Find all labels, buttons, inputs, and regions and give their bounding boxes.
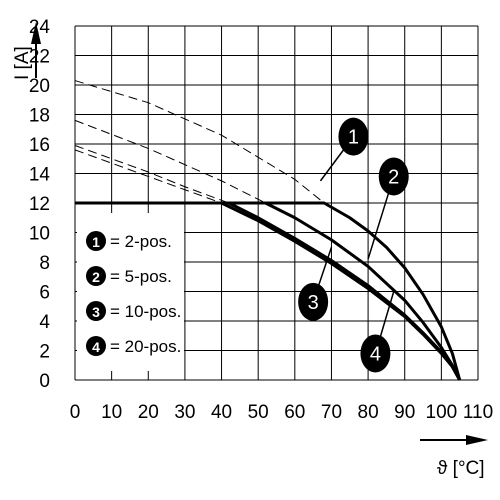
legend-label: = 2-pos.	[110, 232, 172, 251]
callout-number: 3	[308, 292, 319, 314]
legend-marker-number: 4	[92, 339, 100, 355]
x-tick-label: 110	[463, 402, 493, 423]
callout-badge-1	[338, 117, 369, 156]
y-tick-label: 0	[39, 371, 50, 392]
series-lines	[74, 80, 462, 381]
legend-marker-2	[86, 266, 106, 286]
callout-number: 2	[388, 166, 399, 188]
x-tick-label: 100	[426, 402, 458, 423]
legend-label: = 5-pos.	[110, 267, 172, 286]
x-tick-label: 50	[248, 402, 269, 423]
series-3-dashed-line	[74, 145, 230, 204]
series-2-dashed-line	[74, 119, 266, 204]
legend-marker-number: 1	[92, 234, 100, 250]
callout-badge-4	[360, 334, 391, 373]
x-tick-label: 80	[358, 402, 379, 423]
legend-marker-4	[86, 336, 106, 356]
x-tick-label: 0	[70, 402, 81, 423]
x-tick-label: 30	[174, 402, 195, 423]
legend: 1 = 2-pos. 2 = 5-pos. 3 = 10-pos. 4 = 20-pos.	[77, 213, 184, 371]
callouts: 1 2 3 4	[298, 117, 409, 373]
y-tick-label: 12	[29, 194, 50, 215]
x-axis-label: ϑ [°C]	[437, 458, 485, 479]
legend-marker-number: 3	[92, 304, 100, 320]
series-1-dashed-line	[74, 80, 325, 204]
callout-badge-2	[378, 157, 409, 196]
series-1-line	[75, 201, 462, 381]
x-tick-label: 10	[101, 402, 122, 423]
legend-marker-3	[86, 301, 106, 321]
x-tick-label: 60	[284, 402, 305, 423]
y-tick-label: 14	[29, 165, 51, 186]
y-tick-label: 4	[39, 312, 50, 333]
y-tick-label: 18	[29, 106, 50, 127]
callout-badge-3	[298, 282, 329, 321]
y-tick-label: 8	[39, 253, 50, 274]
y-tick-label: 16	[29, 135, 50, 156]
y-tick-label: 22	[29, 47, 50, 68]
callout-number: 4	[370, 343, 381, 365]
x-tick-label: 70	[321, 402, 342, 423]
y-tick-label: 24	[29, 17, 51, 38]
x-tick-label: 40	[211, 402, 232, 423]
y-tick-label: 20	[29, 76, 50, 97]
callout-number: 1	[348, 127, 359, 149]
legend-label: = 10-pos.	[110, 302, 181, 321]
y-axis-arrow-head	[31, 22, 41, 44]
y-tick-label: 10	[29, 224, 50, 245]
x-tick-label: 20	[138, 402, 159, 423]
legend-marker-1	[86, 231, 106, 251]
x-axis-arrow-head	[466, 435, 488, 445]
y-tick-label: 6	[39, 283, 50, 304]
axes	[31, 22, 488, 445]
y-axis-label: I [A]	[12, 46, 33, 80]
legend-marker-number: 2	[92, 269, 100, 285]
legend-label: = 20-pos.	[110, 337, 181, 356]
tick-labels: 0 10 20 30 40 50 60 70 80 90 100 110024681012141618…	[29, 17, 493, 423]
x-tick-label: 90	[394, 402, 415, 423]
y-tick-label: 2	[39, 342, 50, 363]
series-4-line	[220, 201, 461, 381]
